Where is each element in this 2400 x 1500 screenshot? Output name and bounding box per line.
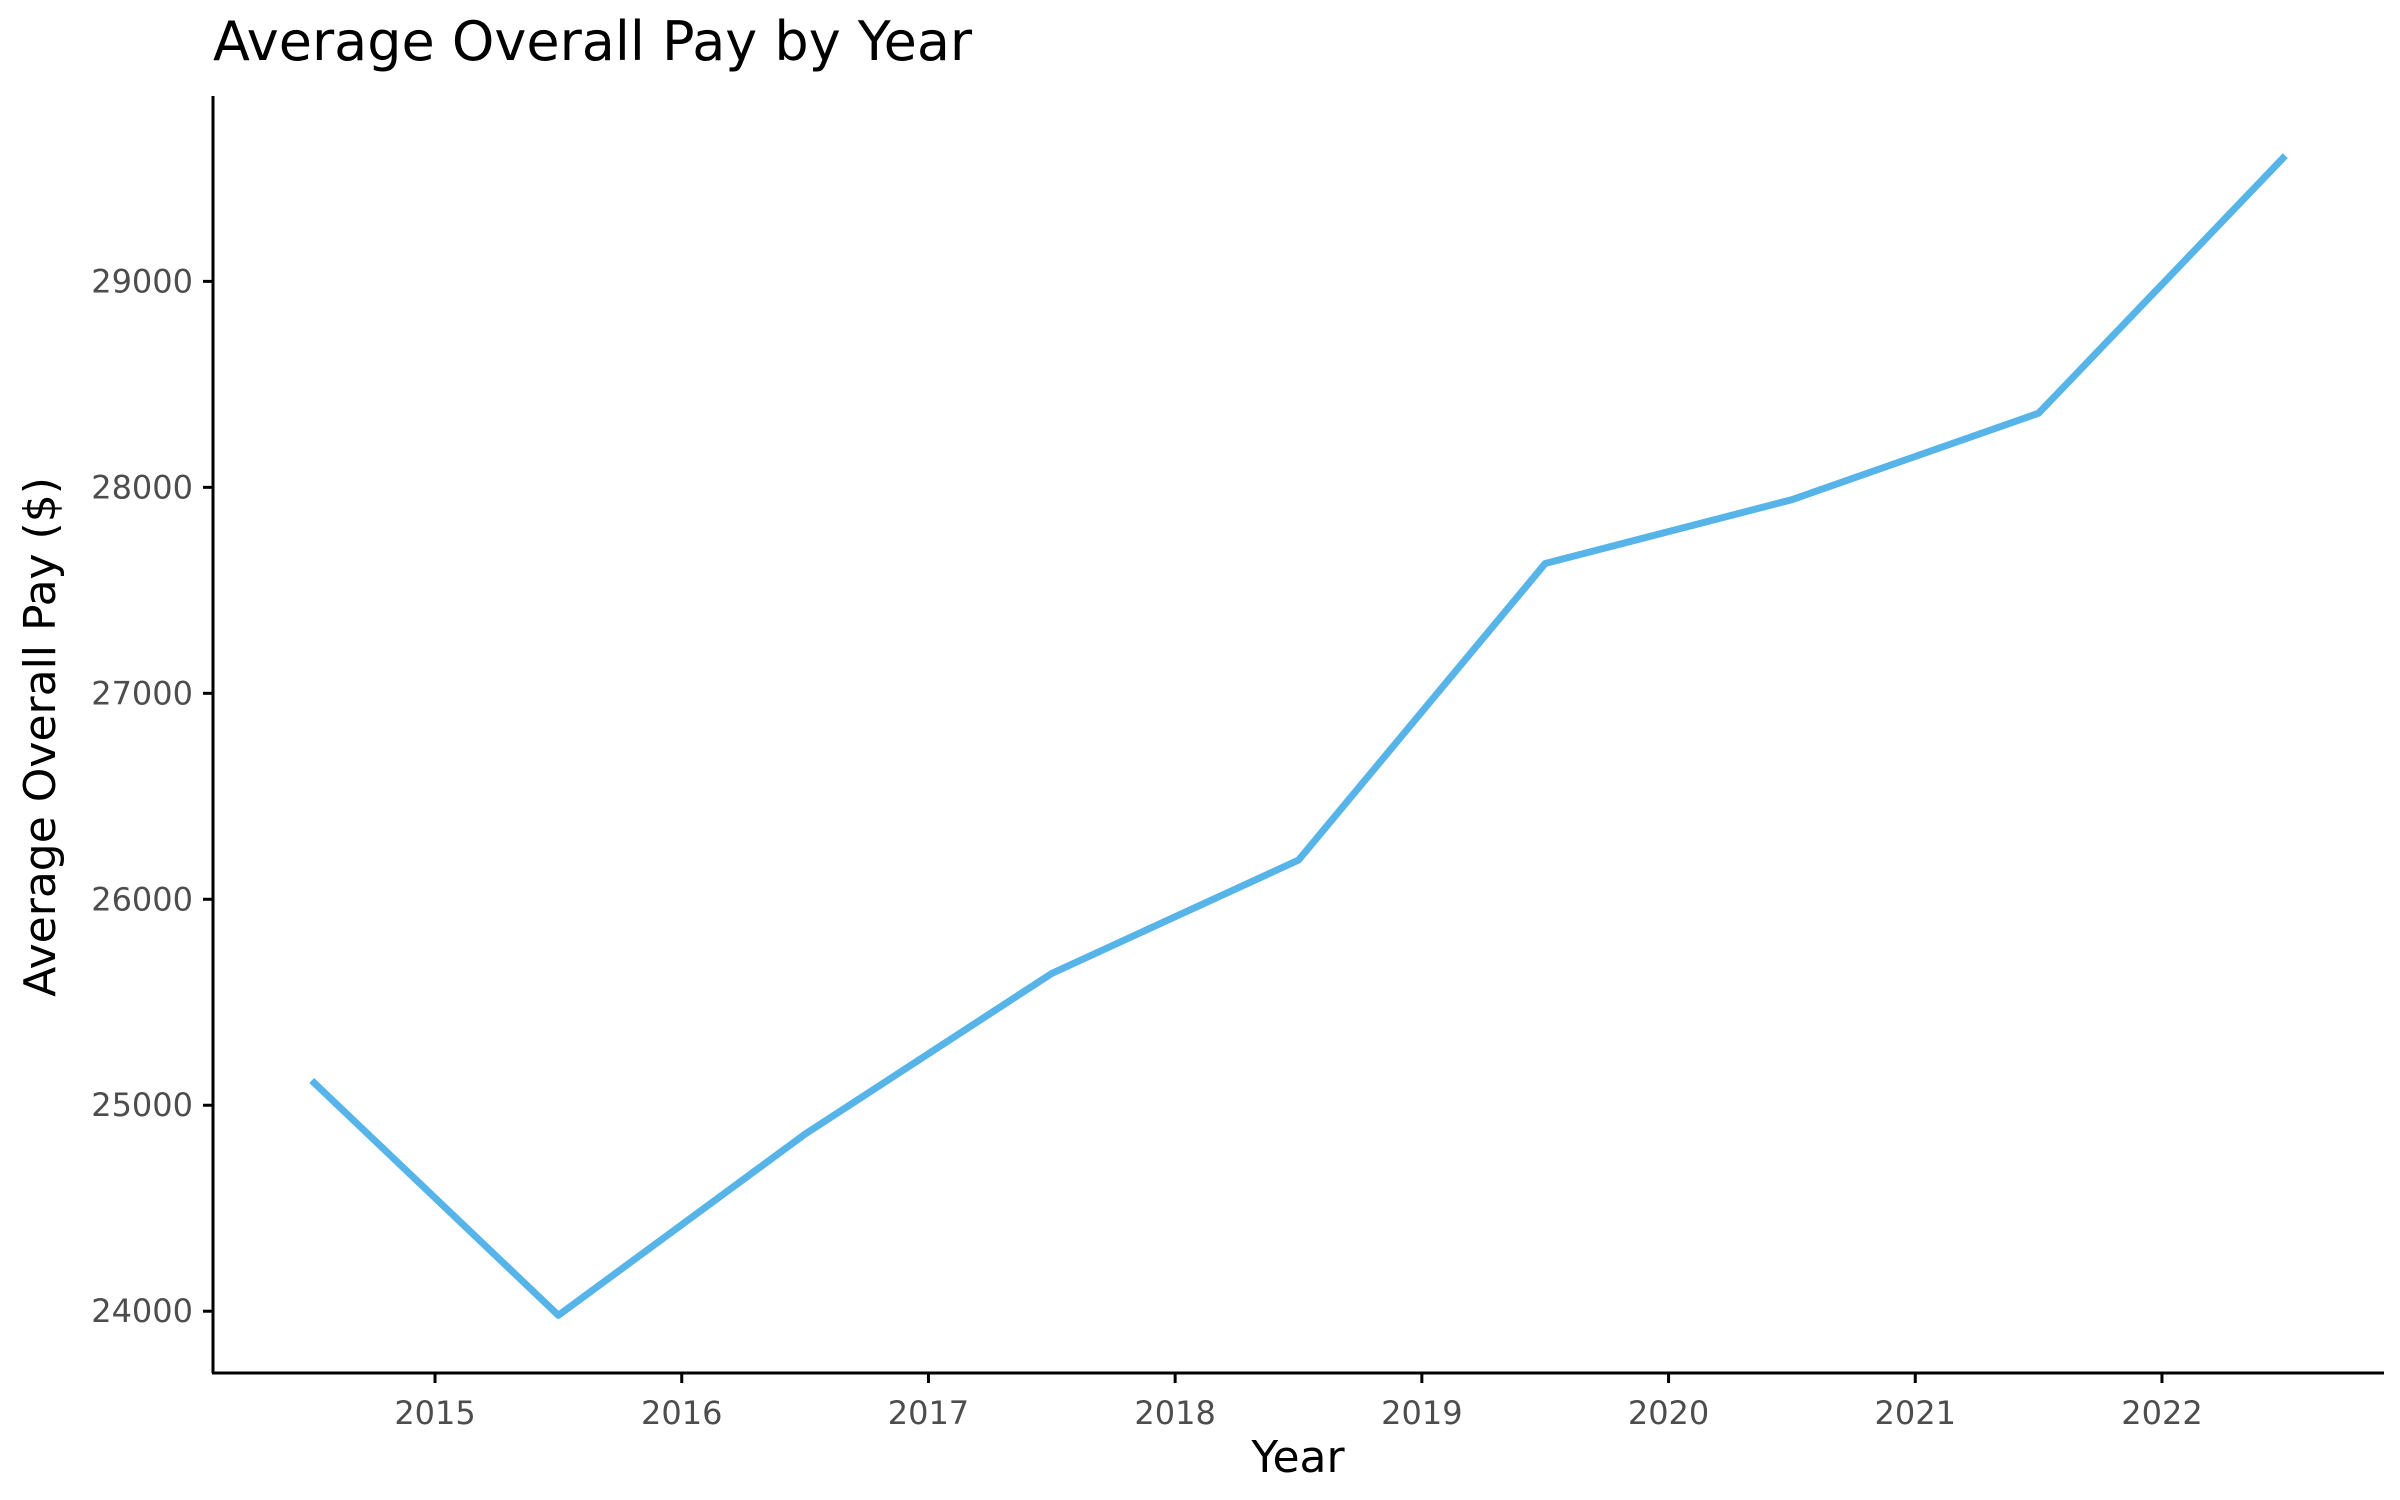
x-axis-label: Year <box>1250 1432 1345 1483</box>
x-tick-label: 2016 <box>641 1394 722 1432</box>
x-axis-ticks: 2015 2016 2017 2018 2019 2020 2021 2022 <box>394 1373 2203 1432</box>
x-tick-label: 2015 <box>394 1394 475 1432</box>
y-tick-label: 28000 <box>91 468 193 506</box>
y-tick-label: 27000 <box>91 674 193 712</box>
x-tick-label: 2017 <box>888 1394 969 1432</box>
chart-title: Average Overall Pay by Year <box>213 10 973 73</box>
y-tick-label: 24000 <box>91 1292 193 1330</box>
y-axis-ticks: 24000 25000 26000 27000 28000 29000 <box>91 262 213 1330</box>
series-group <box>309 153 2288 1319</box>
x-tick-label: 2020 <box>1628 1394 1709 1432</box>
y-tick-label: 29000 <box>91 262 193 300</box>
x-tick-label: 2021 <box>1875 1394 1956 1432</box>
series-line <box>309 153 2288 1319</box>
y-tick-label: 25000 <box>91 1086 193 1124</box>
y-axis-label: Average Overall Pay ($) <box>15 477 66 997</box>
x-tick-label: 2022 <box>2121 1394 2202 1432</box>
y-tick-label: 26000 <box>91 880 193 918</box>
x-tick-label: 2019 <box>1381 1394 1462 1432</box>
x-tick-label: 2018 <box>1134 1394 1215 1432</box>
